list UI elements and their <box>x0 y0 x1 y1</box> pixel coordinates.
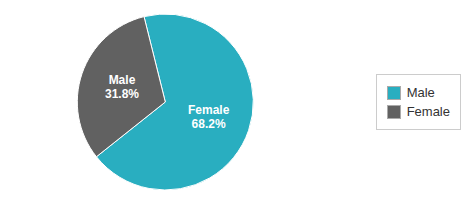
svg-text:Female68.2%: Female68.2% <box>188 103 230 131</box>
html-text:Female: Female <box>406 104 450 119</box>
html-text:Male: Male <box>406 85 435 100</box>
svg-text:Male31.8%: Male31.8% <box>105 73 139 101</box>
